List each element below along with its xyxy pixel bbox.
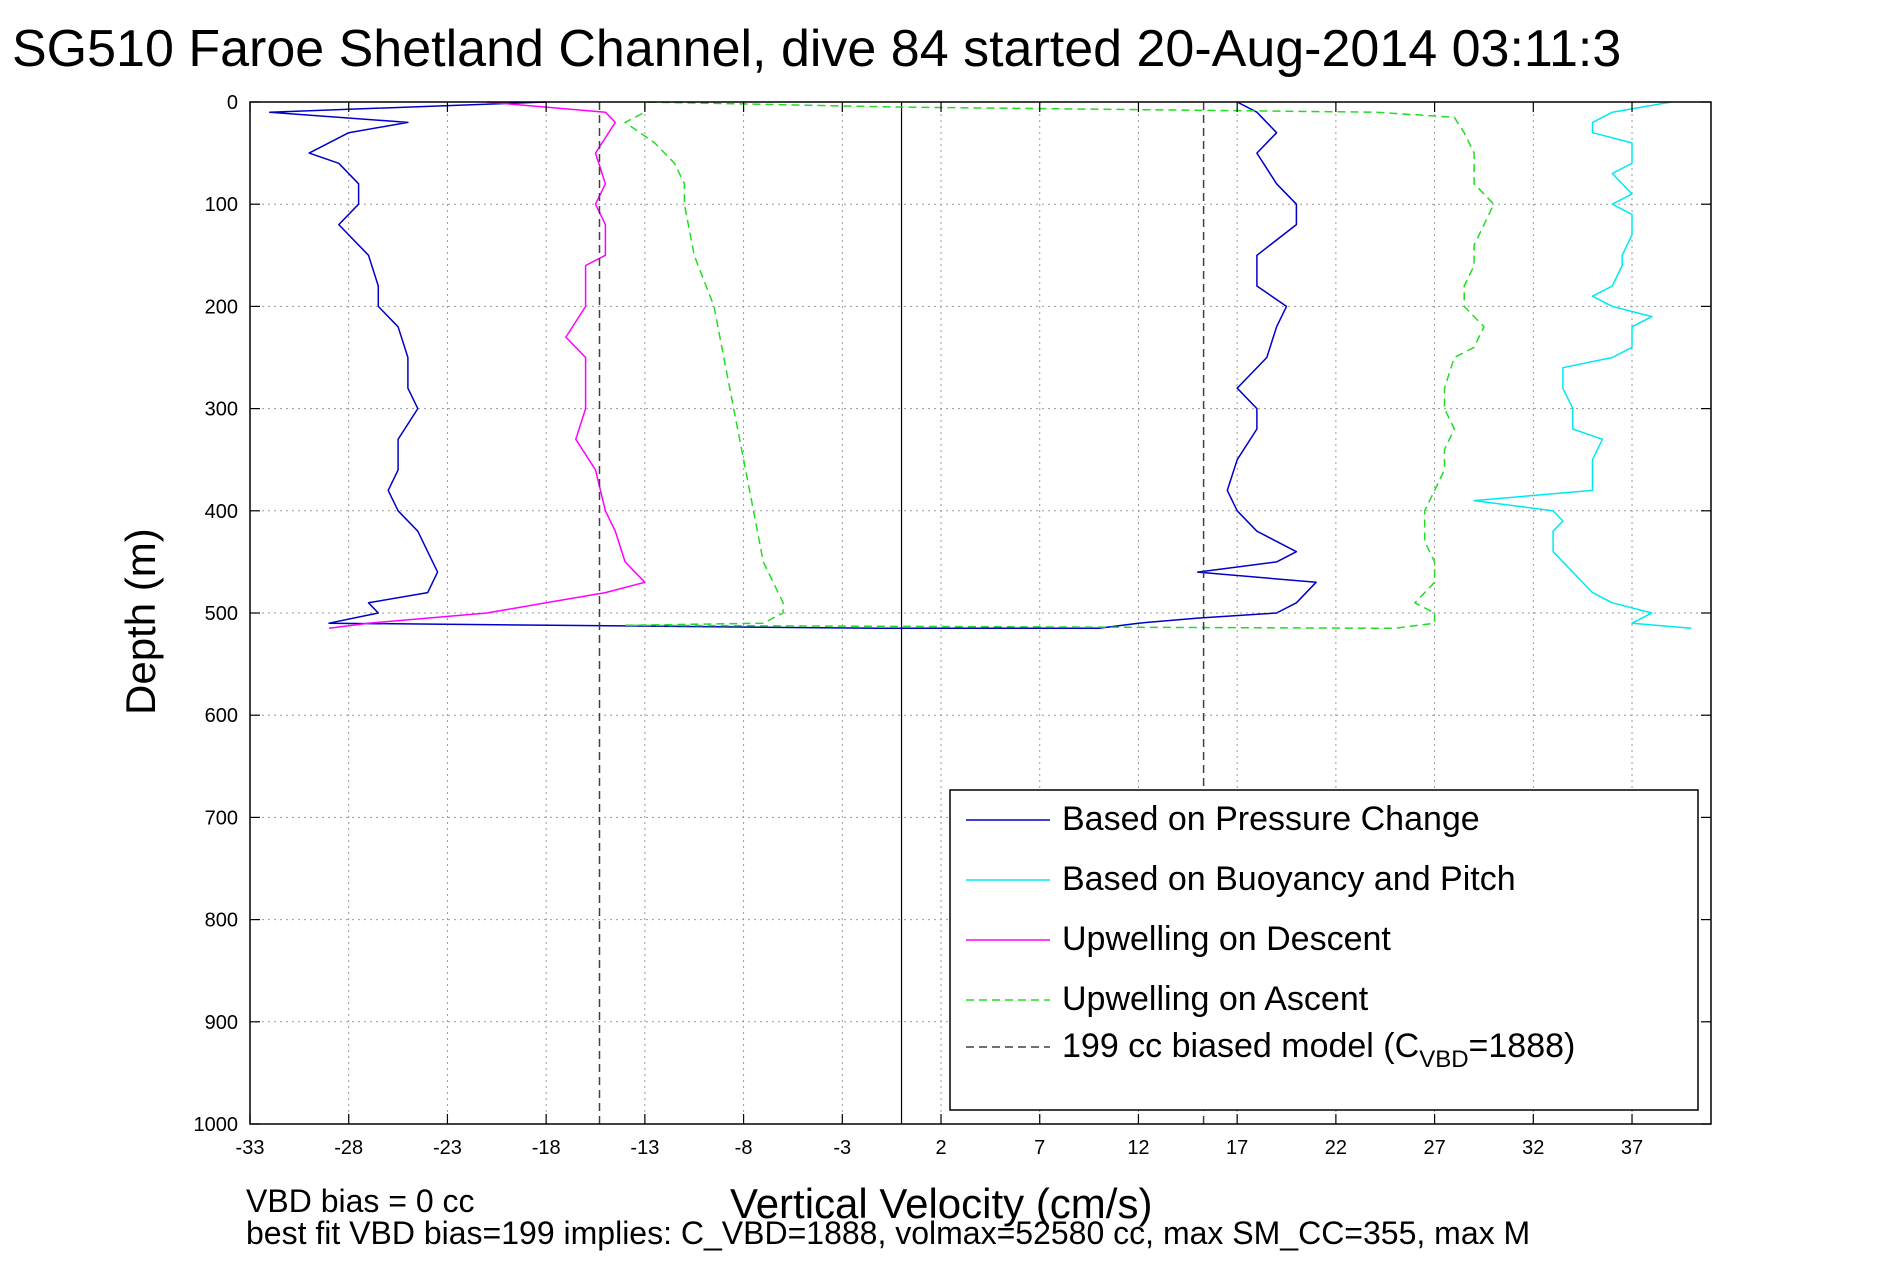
y-tick-label: 500	[205, 603, 238, 625]
y-tick-label: 100	[205, 194, 238, 216]
x-tick-label: -28	[334, 1137, 363, 1159]
chart: SG510 Faroe Shetland Channel, dive 84 st…	[0, 0, 1891, 1262]
legend-label-subscript: VBD	[1419, 1046, 1468, 1073]
x-tick-label: -13	[630, 1137, 659, 1159]
legend: Based on Pressure Change Based on Buoyanc…	[950, 790, 1698, 1110]
y-axis-label: Depth (m)	[117, 528, 164, 715]
y-tick-label: 400	[205, 501, 238, 523]
x-tick-label: 22	[1325, 1137, 1347, 1159]
legend-label-2: Upwelling on Descent	[1062, 920, 1391, 958]
legend-label-3: Upwelling on Ascent	[1062, 980, 1369, 1018]
x-tick-label: 37	[1621, 1137, 1643, 1159]
y-tick-label: 600	[205, 705, 238, 727]
x-tick-label: -23	[433, 1137, 462, 1159]
y-tick-label: 200	[205, 296, 238, 318]
x-tick-label: -18	[532, 1137, 561, 1159]
y-tick-label: 900	[205, 1012, 238, 1034]
footnote-vbd-bias: VBD bias = 0 cc	[246, 1183, 475, 1219]
footnote-best-fit: best fit VBD bias=199 implies: C_VBD=188…	[246, 1215, 1530, 1251]
y-tick-label: 1000	[194, 1114, 239, 1136]
y-tick-label: 700	[205, 807, 238, 829]
x-tick-label: 2	[935, 1137, 946, 1159]
x-tick-label: 7	[1034, 1137, 1045, 1159]
x-tick-label: 27	[1423, 1137, 1445, 1159]
x-tick-label: -33	[236, 1137, 265, 1159]
y-tick-label: 300	[205, 399, 238, 421]
x-tick-label: 17	[1226, 1137, 1248, 1159]
x-tick-label: 32	[1522, 1137, 1544, 1159]
x-tick-label: 12	[1127, 1137, 1149, 1159]
y-tick-label: 0	[227, 92, 238, 114]
y-tick-label: 800	[205, 910, 238, 932]
chart-title: SG510 Faroe Shetland Channel, dive 84 st…	[12, 20, 1621, 78]
legend-label-1: Based on Buoyancy and Pitch	[1062, 860, 1516, 898]
legend-label-suffix: =1888)	[1469, 1027, 1576, 1065]
legend-label-0: Based on Pressure Change	[1062, 800, 1480, 838]
x-tick-label: -8	[735, 1137, 753, 1159]
x-tick-label: -3	[833, 1137, 851, 1159]
